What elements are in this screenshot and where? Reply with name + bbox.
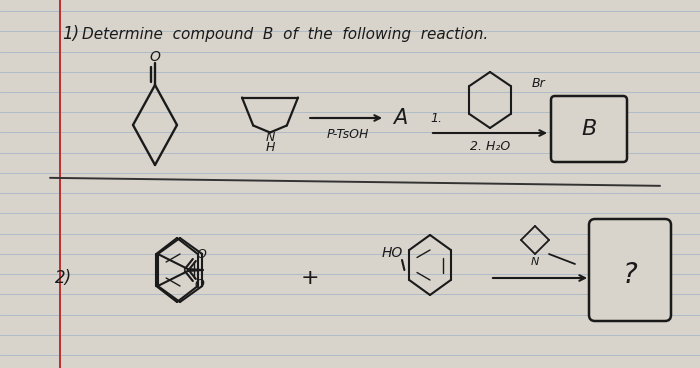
Text: 1.: 1. [430, 112, 442, 124]
Text: B: B [582, 119, 596, 139]
Text: N: N [265, 131, 274, 144]
FancyBboxPatch shape [589, 219, 671, 321]
Text: 1): 1) [62, 25, 79, 43]
Text: Determine  compound  B  of  the  following  reaction.: Determine compound B of the following re… [82, 26, 489, 42]
Text: H: H [265, 141, 274, 154]
Text: +: + [301, 268, 319, 288]
Text: O: O [197, 248, 206, 262]
Text: A: A [393, 108, 407, 128]
Text: 2. H₂O: 2. H₂O [470, 139, 510, 152]
Text: Br: Br [532, 77, 545, 90]
FancyBboxPatch shape [551, 96, 627, 162]
Text: ?: ? [622, 261, 638, 289]
Text: P-TsOH: P-TsOH [326, 127, 369, 141]
Text: O: O [195, 279, 205, 291]
Text: N: N [531, 257, 539, 267]
Text: 2): 2) [55, 269, 72, 287]
Text: HO: HO [382, 246, 403, 260]
Text: O: O [150, 50, 160, 64]
